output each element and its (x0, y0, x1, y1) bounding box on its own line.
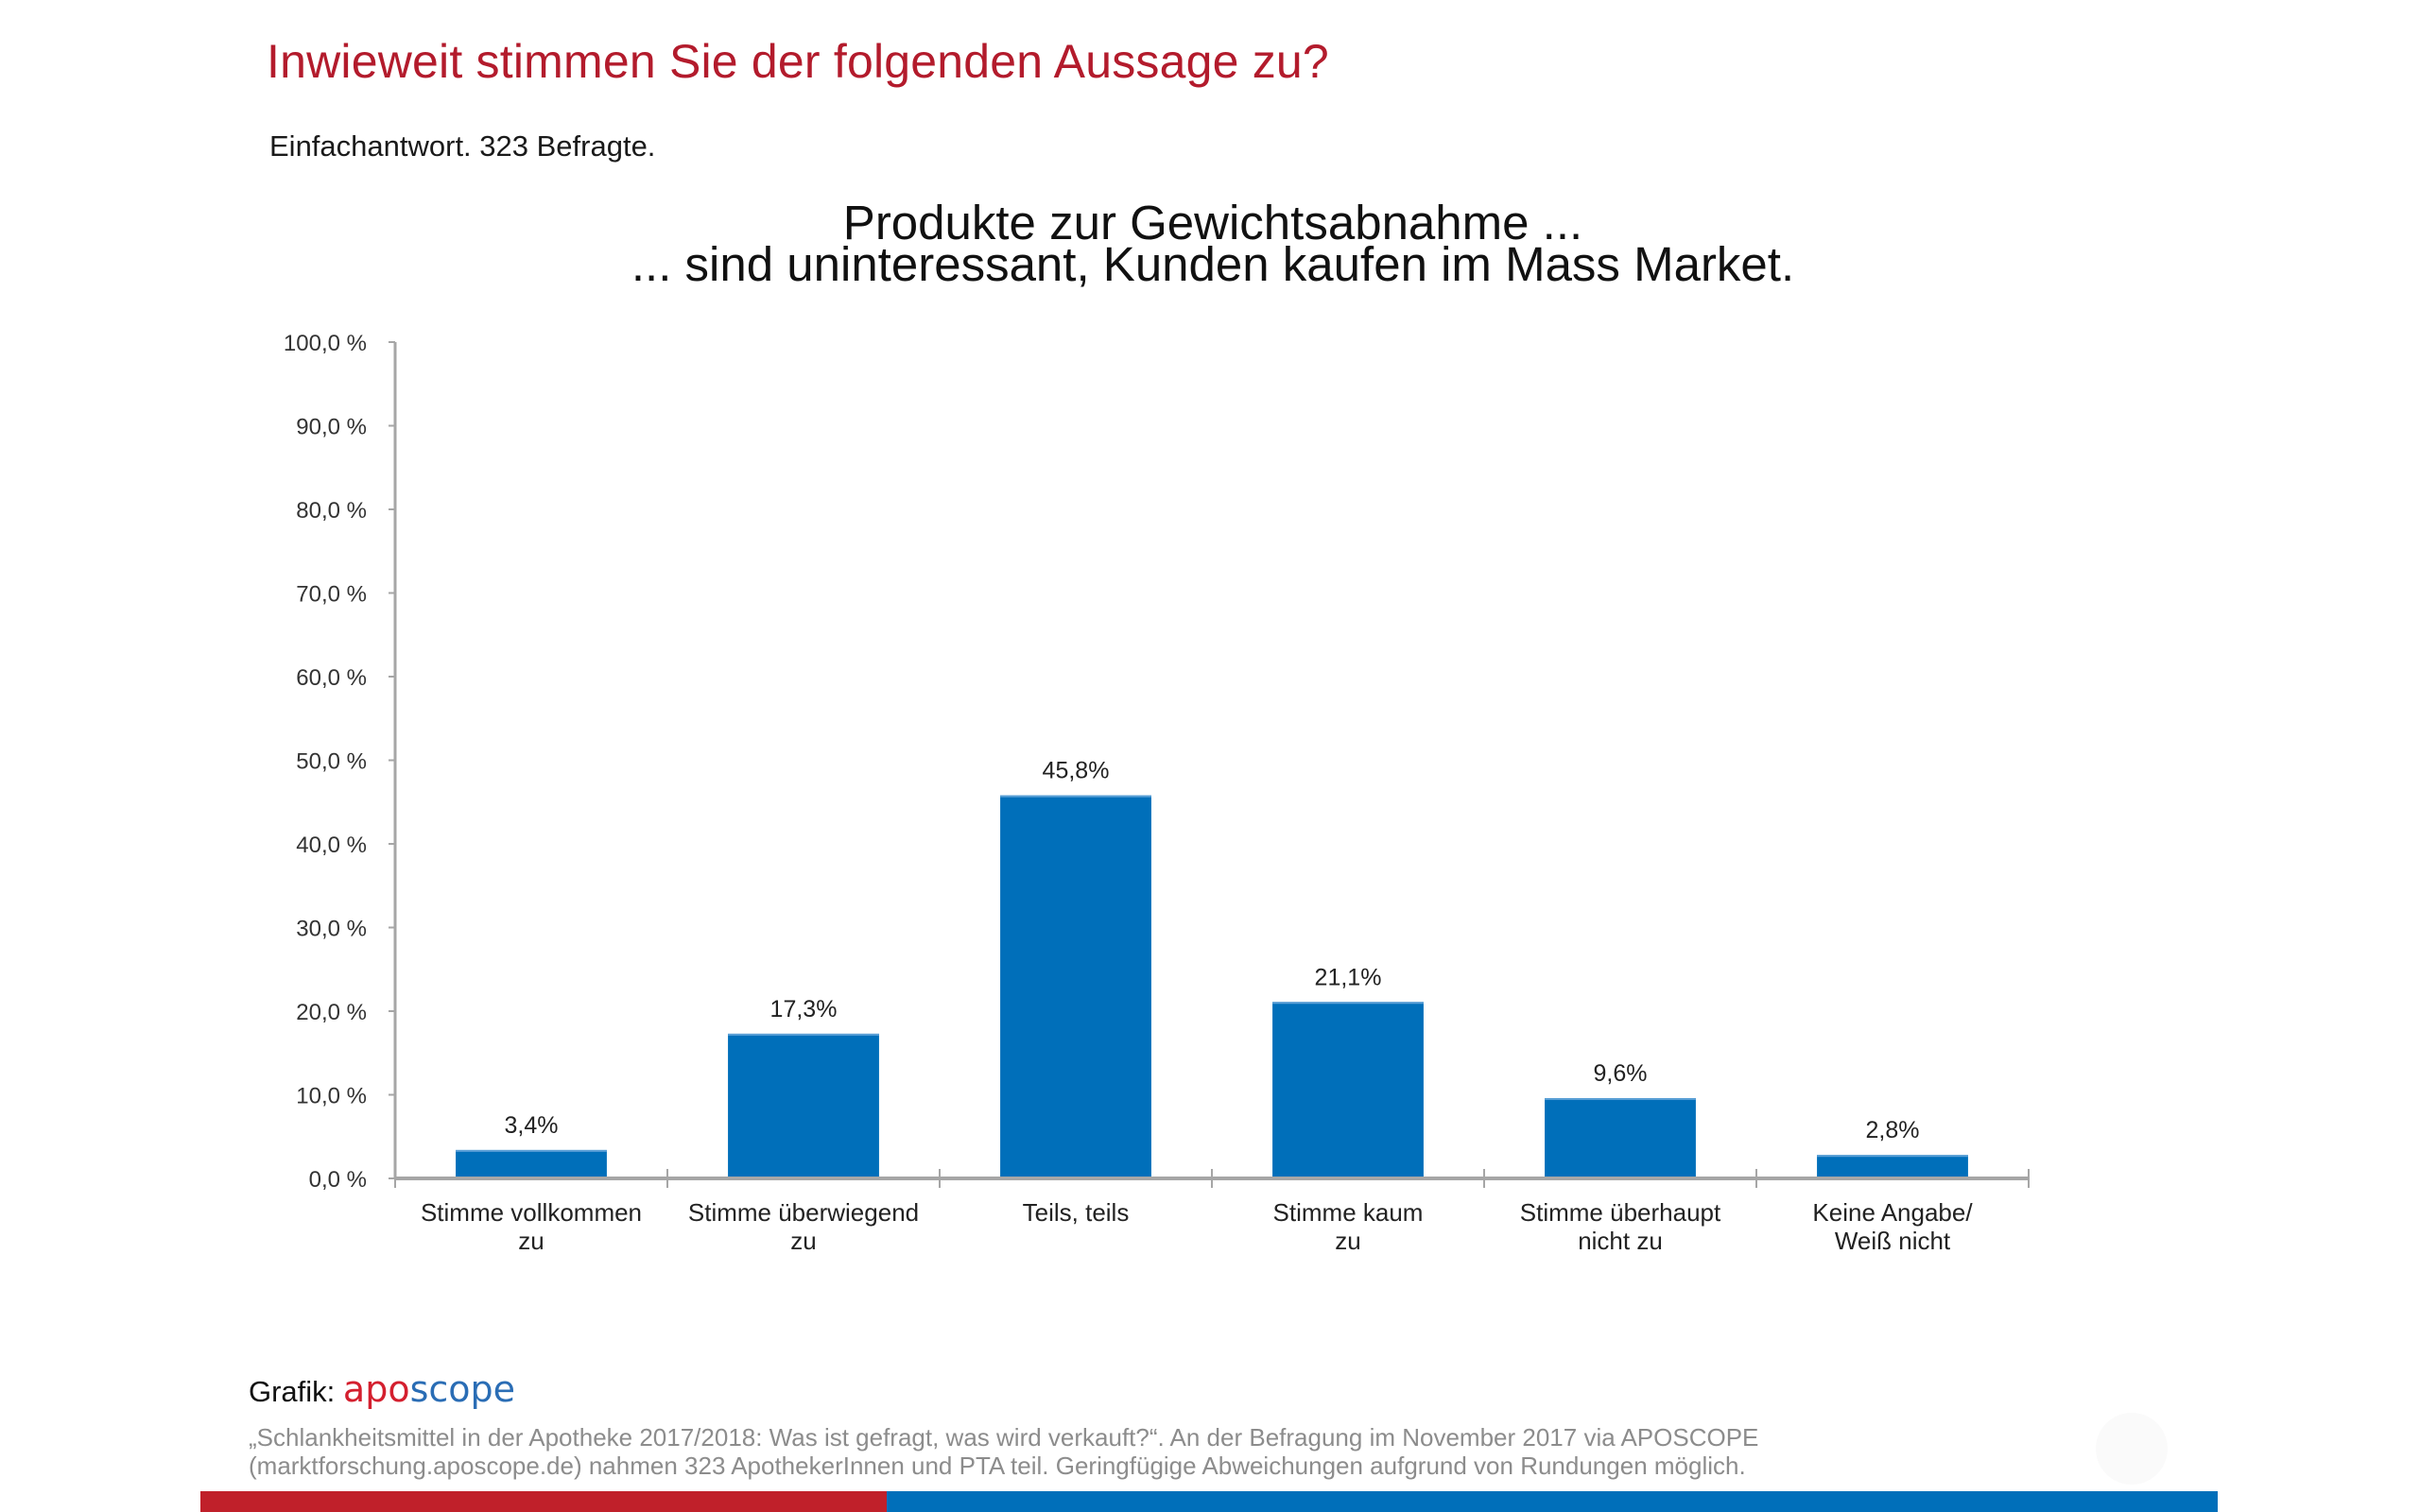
y-tick-label: 40,0 % (296, 833, 367, 858)
category-label: nicht zu (1578, 1227, 1663, 1255)
data-label: 9,6% (1594, 1060, 1648, 1087)
category-label: zu (790, 1227, 816, 1255)
aposcope-logo: aposcope (343, 1368, 515, 1410)
y-tick-label: 20,0 % (296, 1000, 367, 1025)
category-label: zu (518, 1227, 544, 1255)
chart-title-line-2: ... sind uninteressant, Kunden kaufen im… (631, 237, 1794, 291)
page-subtitle: Einfachantwort. 323 Befragte. (269, 129, 656, 163)
bar-top-highlight (456, 1149, 607, 1152)
bar (1817, 1155, 1968, 1177)
y-axis: 0,0 % 10,0 % 20,0 % 30,0 % 40,0 % 50,0 % 60,0 … (284, 331, 397, 1193)
x-axis (394, 1169, 2030, 1188)
data-label: 17,3% (770, 996, 838, 1022)
source-line-2: (marktforschung.aposcope.de) nahmen 323 … (249, 1452, 1746, 1480)
bottom-bar-red (200, 1491, 887, 1512)
bar-top-highlight (1545, 1098, 1696, 1101)
y-tick-label: 70,0 % (296, 582, 367, 608)
bar-top-highlight (1272, 1002, 1424, 1005)
y-tick-label: 50,0 % (296, 749, 367, 775)
bar-top-highlight (1817, 1155, 1968, 1158)
value-labels: 3,4% 17,3% 45,8% 21,1% 9,6% 2,8% (505, 758, 1920, 1144)
category-label: zu (1335, 1227, 1360, 1255)
logo-scope: scope (409, 1368, 516, 1410)
source-line-1: „Schlankheitsmittel in der Apotheke 2017… (249, 1423, 1759, 1452)
data-label: 3,4% (505, 1112, 559, 1139)
y-tick-label: 60,0 % (296, 665, 367, 691)
category-label: Weiß nicht (1835, 1227, 1951, 1255)
bar-top-highlight (728, 1033, 879, 1036)
y-tick-label: 10,0 % (296, 1084, 367, 1109)
faint-circle-decoration (2096, 1413, 2168, 1485)
bar (456, 1149, 607, 1177)
data-label: 2,8% (1866, 1117, 1920, 1143)
bar (1272, 1002, 1424, 1177)
chart-title-line-1: Produkte zur Gewichtsabnahme ... (843, 196, 1582, 249)
y-tick-label: 90,0 % (296, 415, 367, 440)
credit-label: Grafik: (249, 1375, 336, 1408)
y-tick-label: 80,0 % (296, 498, 367, 524)
bar (728, 1033, 879, 1177)
data-label: 21,1% (1315, 964, 1382, 990)
category-label: Stimme kaum (1273, 1198, 1424, 1227)
category-label: Stimme vollkommen (421, 1198, 642, 1227)
footer-source-note: „Schlankheitsmittel in der Apotheke 2017… (249, 1423, 2139, 1480)
category-label: Keine Angabe/ (1812, 1198, 1973, 1227)
footer-credit: Grafik: aposcope (249, 1368, 515, 1410)
page-title: Inwieweit stimmen Sie der folgenden Auss… (267, 35, 1329, 88)
bar (1000, 795, 1151, 1177)
bars (456, 795, 1968, 1177)
category-label: Teils, teils (1023, 1198, 1130, 1227)
bottom-bar-blue (887, 1491, 2218, 1512)
data-label: 45,8% (1043, 758, 1110, 784)
logo-apo: apo (342, 1368, 410, 1410)
y-tick-label: 0,0 % (309, 1167, 367, 1193)
category-label: Stimme überwiegend (688, 1198, 919, 1227)
y-tick-label: 100,0 % (284, 331, 367, 356)
bar (1545, 1098, 1696, 1177)
bar-top-highlight (1000, 795, 1151, 798)
category-label: Stimme überhaupt (1520, 1198, 1721, 1227)
y-tick-label: 30,0 % (296, 917, 367, 942)
